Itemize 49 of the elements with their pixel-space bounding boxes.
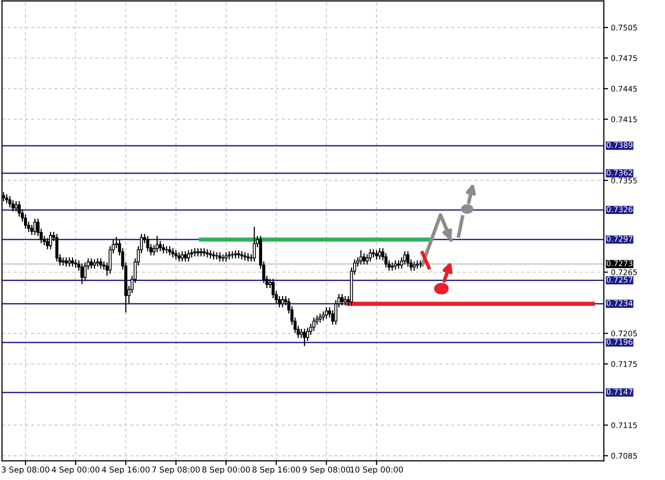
candlestick [228, 251, 231, 260]
candlestick [362, 253, 366, 265]
candlestick [322, 311, 325, 321]
candlestick [403, 251, 406, 265]
candlestick [90, 258, 93, 269]
candlestick [344, 296, 347, 306]
x-tick-label: 8 Sep 16:00 [252, 466, 300, 474]
candlestick [324, 307, 328, 319]
x-tick-label: 8 Sep 00:00 [202, 466, 250, 474]
candlestick [64, 257, 68, 267]
candlestick [215, 252, 218, 260]
candlestick [359, 250, 362, 265]
candlestick [240, 251, 244, 260]
x-tick-label: 4 Sep 00:00 [52, 466, 100, 474]
candlestick [80, 263, 84, 284]
candlestick [11, 200, 14, 212]
candlestick [252, 226, 256, 262]
candlestick [193, 248, 196, 256]
candlestick [281, 296, 284, 308]
candlestick [158, 241, 162, 252]
candlestick [8, 196, 12, 208]
x-tick-label: 9 Sep 08:00 [302, 466, 350, 474]
candlestick [368, 249, 372, 262]
candlestick [340, 294, 344, 306]
candlestick [146, 236, 150, 252]
candlestick [378, 248, 382, 260]
candlestick [46, 238, 49, 250]
candlestick [30, 224, 34, 236]
candlestick [84, 262, 87, 281]
candlestick [184, 251, 187, 262]
candlestick [302, 328, 306, 346]
x-tick-label: 10 Sep 00:00 [350, 466, 403, 474]
x-tick-label: 4 Sep 16:00 [102, 466, 150, 474]
candlestick [390, 262, 394, 271]
candlestick [312, 318, 316, 331]
candlestick [49, 232, 52, 250]
candlestick [5, 194, 8, 204]
candlestick [186, 250, 190, 262]
x-tick-label: 7 Sep 08:00 [152, 466, 200, 474]
x-tick-label: 3 Sep 08:00 [2, 466, 50, 474]
candlestick [406, 251, 410, 267]
candlestick [14, 201, 18, 212]
candlestick [33, 218, 36, 236]
candlestick [206, 249, 209, 258]
candlestick [165, 246, 168, 254]
candlestick [180, 251, 184, 262]
candlestick [156, 236, 159, 252]
candlestick [55, 234, 58, 262]
candlestick [99, 258, 102, 269]
